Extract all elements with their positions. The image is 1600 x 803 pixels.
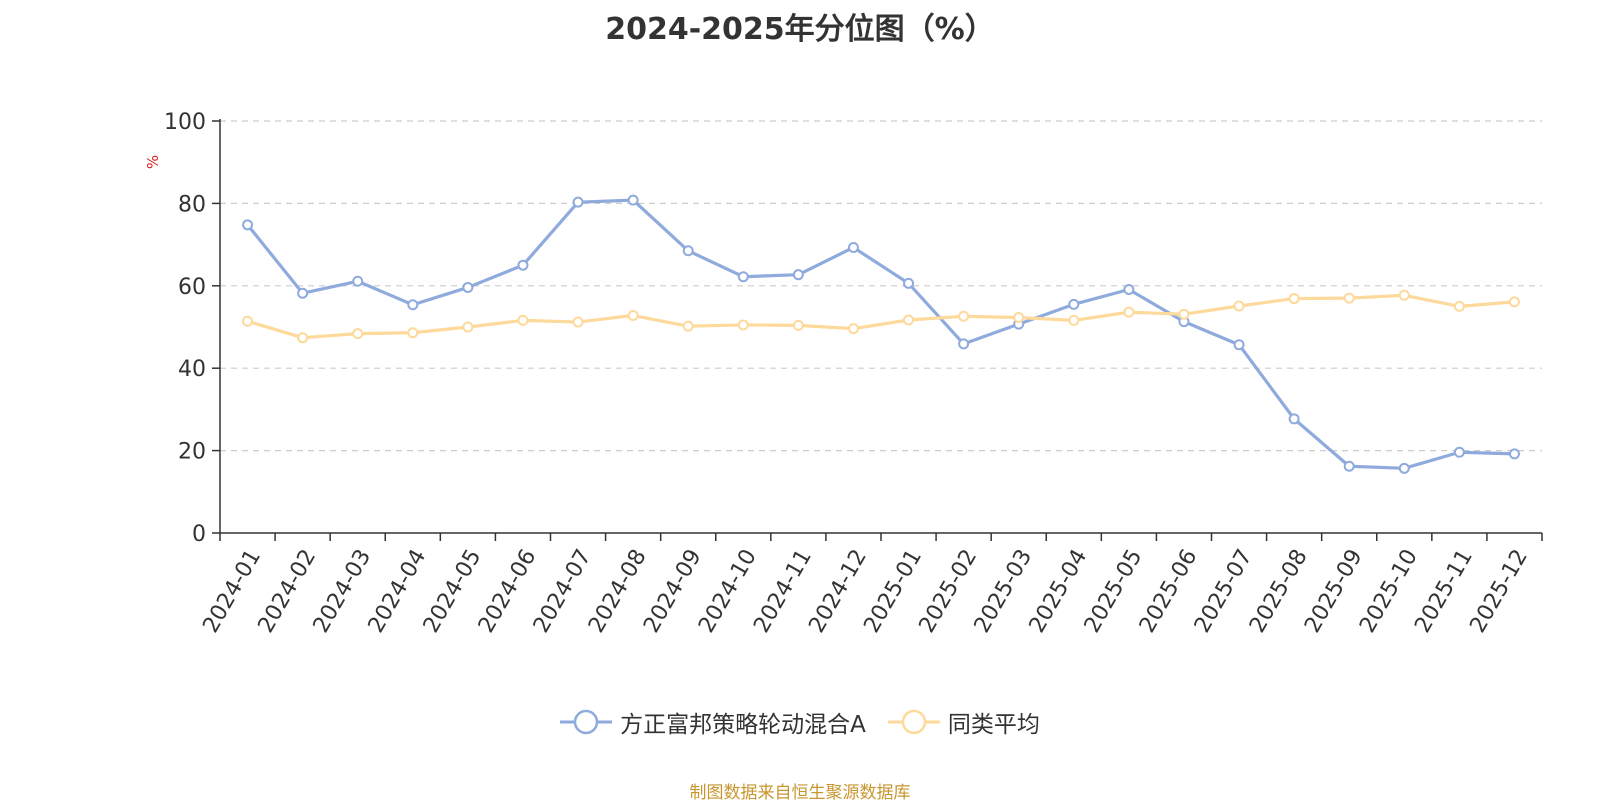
y-tick-label: 100 xyxy=(164,110,206,135)
data-point xyxy=(517,314,529,326)
data-point xyxy=(958,338,970,350)
data-point xyxy=(1013,312,1025,324)
data-point xyxy=(517,259,529,271)
data-point xyxy=(737,319,749,331)
data-point xyxy=(1068,298,1080,310)
legend-marker-icon xyxy=(560,709,613,735)
data-point xyxy=(903,314,915,326)
data-point xyxy=(407,299,419,311)
data-point xyxy=(958,310,970,322)
data-point xyxy=(1453,446,1465,458)
data-point xyxy=(847,241,859,253)
data-point xyxy=(297,332,309,344)
data-point xyxy=(1068,314,1080,326)
data-point xyxy=(572,316,584,328)
series-lines xyxy=(242,194,1520,474)
axes: 0204060801002024-012024-022024-032024-04… xyxy=(164,110,1543,637)
data-point xyxy=(407,327,419,339)
data-point xyxy=(1123,284,1135,296)
legend-item-0: 方正富邦策略轮动混合A xyxy=(560,705,866,739)
data-point xyxy=(352,275,364,287)
y-tick-label: 80 xyxy=(178,192,206,217)
data-point xyxy=(352,328,364,340)
data-point xyxy=(572,196,584,208)
data-point xyxy=(1508,448,1520,460)
data-point xyxy=(1398,462,1410,474)
data-point xyxy=(297,287,309,299)
chart-title: 2024-2025年分位图（%） xyxy=(605,12,995,47)
data-point xyxy=(1233,339,1245,351)
series-line-1 xyxy=(247,293,1515,340)
y-axis-unit-label: % xyxy=(144,155,162,169)
data-point xyxy=(847,323,859,335)
data-point xyxy=(792,319,804,331)
legend-label: 同类平均 xyxy=(947,712,1040,738)
data-point xyxy=(242,219,254,231)
data-point xyxy=(682,320,694,332)
legend: 方正富邦策略轮动混合A 同类平均 xyxy=(0,705,1600,739)
y-tick-label: 0 xyxy=(192,522,206,547)
data-point xyxy=(1343,460,1355,472)
data-point xyxy=(1288,413,1300,425)
data-point xyxy=(682,245,694,257)
data-point xyxy=(627,309,639,321)
data-point xyxy=(1123,306,1135,318)
data-point xyxy=(242,315,254,327)
y-tick-label: 40 xyxy=(178,357,206,382)
data-point xyxy=(627,194,639,206)
data-point xyxy=(1178,308,1190,320)
gridlines xyxy=(220,120,1542,452)
legend-item-1: 同类平均 xyxy=(887,705,1040,739)
data-point xyxy=(1508,296,1520,308)
legend-marker-icon xyxy=(887,709,940,735)
legend-label: 方正富邦策略轮动混合A xyxy=(620,712,866,738)
source-note: 制图数据来自恒生聚源数据库 xyxy=(689,783,911,803)
series-line-0 xyxy=(246,198,1515,470)
data-point xyxy=(1343,292,1355,304)
data-point xyxy=(1453,300,1465,312)
data-point xyxy=(1398,289,1410,301)
data-point xyxy=(462,321,474,333)
data-point xyxy=(462,281,474,293)
data-point xyxy=(1288,293,1300,305)
data-point xyxy=(903,277,915,289)
y-tick-label: 60 xyxy=(178,275,206,300)
data-point xyxy=(737,271,749,283)
data-point xyxy=(792,269,804,281)
y-tick-label: 20 xyxy=(178,440,206,465)
data-point xyxy=(1233,300,1245,312)
